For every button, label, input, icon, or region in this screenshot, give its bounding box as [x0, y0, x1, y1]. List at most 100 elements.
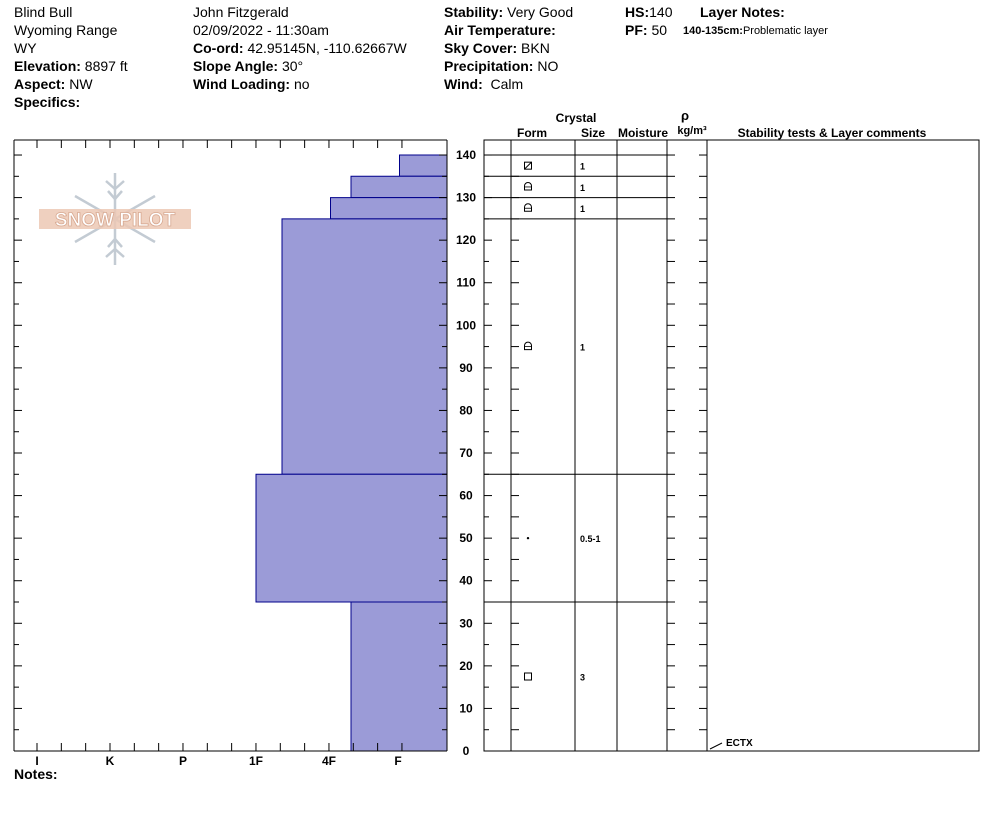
crystal-size-value: 0.5-1 — [580, 534, 601, 544]
layer-notes-label: Layer Notes: — [700, 4, 785, 20]
hardness-label: K — [106, 754, 115, 768]
header-location: Blind Bull Wyoming Range WY Elevation: 8… — [14, 3, 128, 111]
layer-note-row: 140-135cm:Problematic layer — [683, 22, 828, 40]
pf-value: 50 — [651, 22, 668, 38]
hardness-layer-bar — [351, 176, 447, 198]
crystal-form-symbol — [524, 203, 532, 212]
form-header: Form — [517, 126, 547, 140]
wind-row: Wind: Calm — [444, 76, 524, 92]
coord-value: 42.95145N, -110.62667W — [247, 40, 407, 56]
decomposing-symbol — [524, 341, 532, 351]
crystal-size-value: 3 — [580, 673, 585, 683]
notes-row: Notes: — [14, 765, 58, 783]
coord-row: Co-ord: 42.95145N, -110.62667W — [193, 40, 407, 56]
depth-tick-label: 80 — [459, 403, 473, 417]
slope-row: Slope Angle: 30° — [193, 58, 304, 74]
hardness-label: F — [394, 754, 401, 768]
sky-row: Sky Cover: BKN — [444, 40, 550, 56]
hs-value: 140 — [649, 4, 673, 20]
precip-value: NO — [537, 58, 559, 74]
header-observer: John Fitzgerald 02/09/2022 - 11:30am Co-… — [193, 3, 407, 93]
layer-note-range: 140-135cm: — [683, 25, 743, 37]
depth-tick-label: 70 — [459, 446, 473, 460]
crystal-form-symbol — [524, 672, 532, 681]
layer-table: 1 1 1 1 0.5-1 3 ECTX — [483, 139, 980, 752]
specifics-row: Specifics: — [14, 94, 81, 110]
depth-tick-label: 10 — [459, 701, 473, 715]
hardness-label: 1F — [249, 754, 263, 768]
crystal-size-value: 1 — [580, 343, 585, 353]
depth-tick-label: 60 — [459, 489, 473, 503]
stability-row: Stability: Very Good — [444, 4, 574, 20]
layer-note-text: Problematic layer — [742, 25, 828, 37]
crystal-size-value: 1 — [580, 204, 585, 214]
depth-tick-label: 50 — [459, 531, 473, 545]
wind-loading-row: Wind Loading: no — [193, 76, 310, 92]
density-header: kg/m³ — [677, 125, 707, 137]
depth-tick-label: 0 — [463, 744, 470, 758]
header-conditions: Stability: Very Good Air Temperature: Sk… — [444, 3, 573, 93]
depth-axis: 0 10 20 30 40 50 60 70 80 90 100 110 120 130 140 — [14, 148, 707, 758]
notes-label: Notes: — [14, 766, 58, 782]
obs-datetime: 02/09/2022 - 11:30am — [193, 22, 329, 38]
hardness-layer-bar — [282, 218, 447, 475]
depth-tick-label: 90 — [459, 361, 473, 375]
precip-row: Precipitation: NO — [444, 58, 559, 74]
faceted-symbol — [524, 672, 532, 681]
hardness-label: 4F — [322, 754, 336, 768]
graupel-symbol-diagonal — [524, 161, 532, 170]
rounded-grain-symbol — [526, 536, 530, 540]
depth-tick-label: 30 — [459, 616, 473, 630]
crystal-header: Crystal — [556, 111, 597, 125]
stability-test-label: ECTX — [726, 738, 753, 749]
decomposing-symbol — [524, 181, 532, 191]
stability-test-pointer — [709, 742, 723, 750]
hardness-layer-bar — [256, 474, 447, 603]
slope-value: 30° — [281, 58, 304, 74]
pf-row: PF: 50 — [625, 22, 668, 38]
state-name: WY — [14, 40, 37, 56]
aspect-row: Aspect: NW — [14, 76, 93, 92]
crystal-form-symbol — [524, 161, 532, 170]
crystal-size-value: 1 — [580, 162, 585, 172]
layer-table-frame — [483, 139, 980, 752]
depth-tick-label: 140 — [456, 148, 476, 162]
observer-name: John Fitzgerald — [193, 4, 289, 20]
header-hs-pf: HS:140 PF: 50 — [625, 3, 672, 39]
rho-header: ρ — [681, 108, 689, 123]
hardness-axis: I K P 1F 4F F — [35, 140, 403, 768]
crystal-form-symbol — [524, 341, 532, 351]
depth-tick-label: 120 — [456, 233, 476, 247]
hardness-layer-bar — [351, 602, 447, 751]
aspect-value: NW — [69, 76, 93, 92]
header-layer-notes: Layer Notes: — [700, 3, 785, 21]
wind-value: Calm — [490, 76, 524, 92]
hardness-label: P — [179, 754, 187, 768]
range-name: Wyoming Range — [14, 22, 118, 38]
depth-tick-label: 20 — [459, 659, 473, 673]
hardness-label: I — [35, 754, 38, 768]
elevation-value: 8897 ft — [84, 58, 128, 74]
stability-comments-header: Stability tests & Layer comments — [738, 126, 927, 140]
crystal-size-value: 1 — [580, 183, 585, 193]
depth-tick-label: 110 — [456, 276, 476, 290]
hs-row: HS:140 — [625, 4, 673, 20]
hardness-plot — [13, 139, 448, 752]
decomposing-symbol — [524, 203, 532, 212]
snowpilot-logo: SNOW PILOT — [39, 173, 191, 265]
size-header: Size — [581, 126, 605, 140]
hardness-layer-bar — [330, 197, 447, 219]
elevation-row: Elevation: 8897 ft — [14, 58, 128, 74]
depth-tick-label: 130 — [456, 191, 476, 205]
crystal-form-symbol — [524, 181, 532, 191]
depth-tick-label: 100 — [456, 318, 476, 332]
crystal-form-symbol — [526, 536, 530, 540]
location-name: Blind Bull — [14, 4, 73, 20]
wind-loading-value: no — [293, 76, 310, 92]
graupel-symbol — [524, 161, 532, 170]
sky-value: BKN — [521, 40, 550, 56]
hardness-layer-bar — [399, 155, 447, 177]
moisture-header: Moisture — [618, 126, 668, 140]
depth-tick-label: 40 — [459, 574, 473, 588]
